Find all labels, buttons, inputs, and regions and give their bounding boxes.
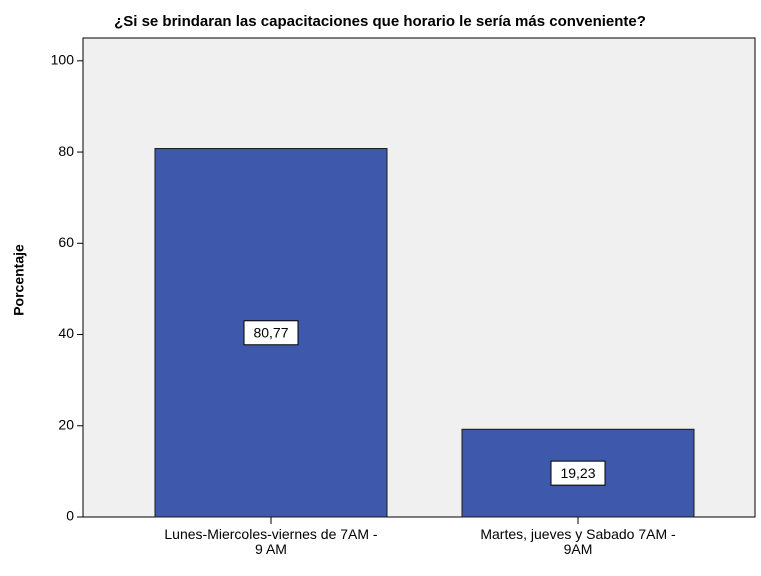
value-label: 19,23 <box>560 465 595 481</box>
chart-title: ¿Si se brindaran las capacitaciones que … <box>114 13 646 30</box>
x-tick-label: Lunes-Miercoles-viernes de 7AM -9 AM <box>164 526 378 557</box>
y-axis-label: Porcentaje <box>11 244 27 316</box>
y-tick-label: 20 <box>58 416 74 432</box>
y-tick-label: 60 <box>58 234 74 250</box>
y-tick-label: 40 <box>58 325 74 341</box>
value-label-box <box>243 320 299 346</box>
y-tick-label: 100 <box>51 52 75 68</box>
y-tick-label: 0 <box>66 508 74 524</box>
x-tick-label: Martes, jueves y Sabado 7AM -9AM <box>480 526 676 557</box>
y-tick-label: 80 <box>58 143 74 159</box>
value-label-box <box>550 460 606 486</box>
value-label: 80,77 <box>253 324 288 340</box>
